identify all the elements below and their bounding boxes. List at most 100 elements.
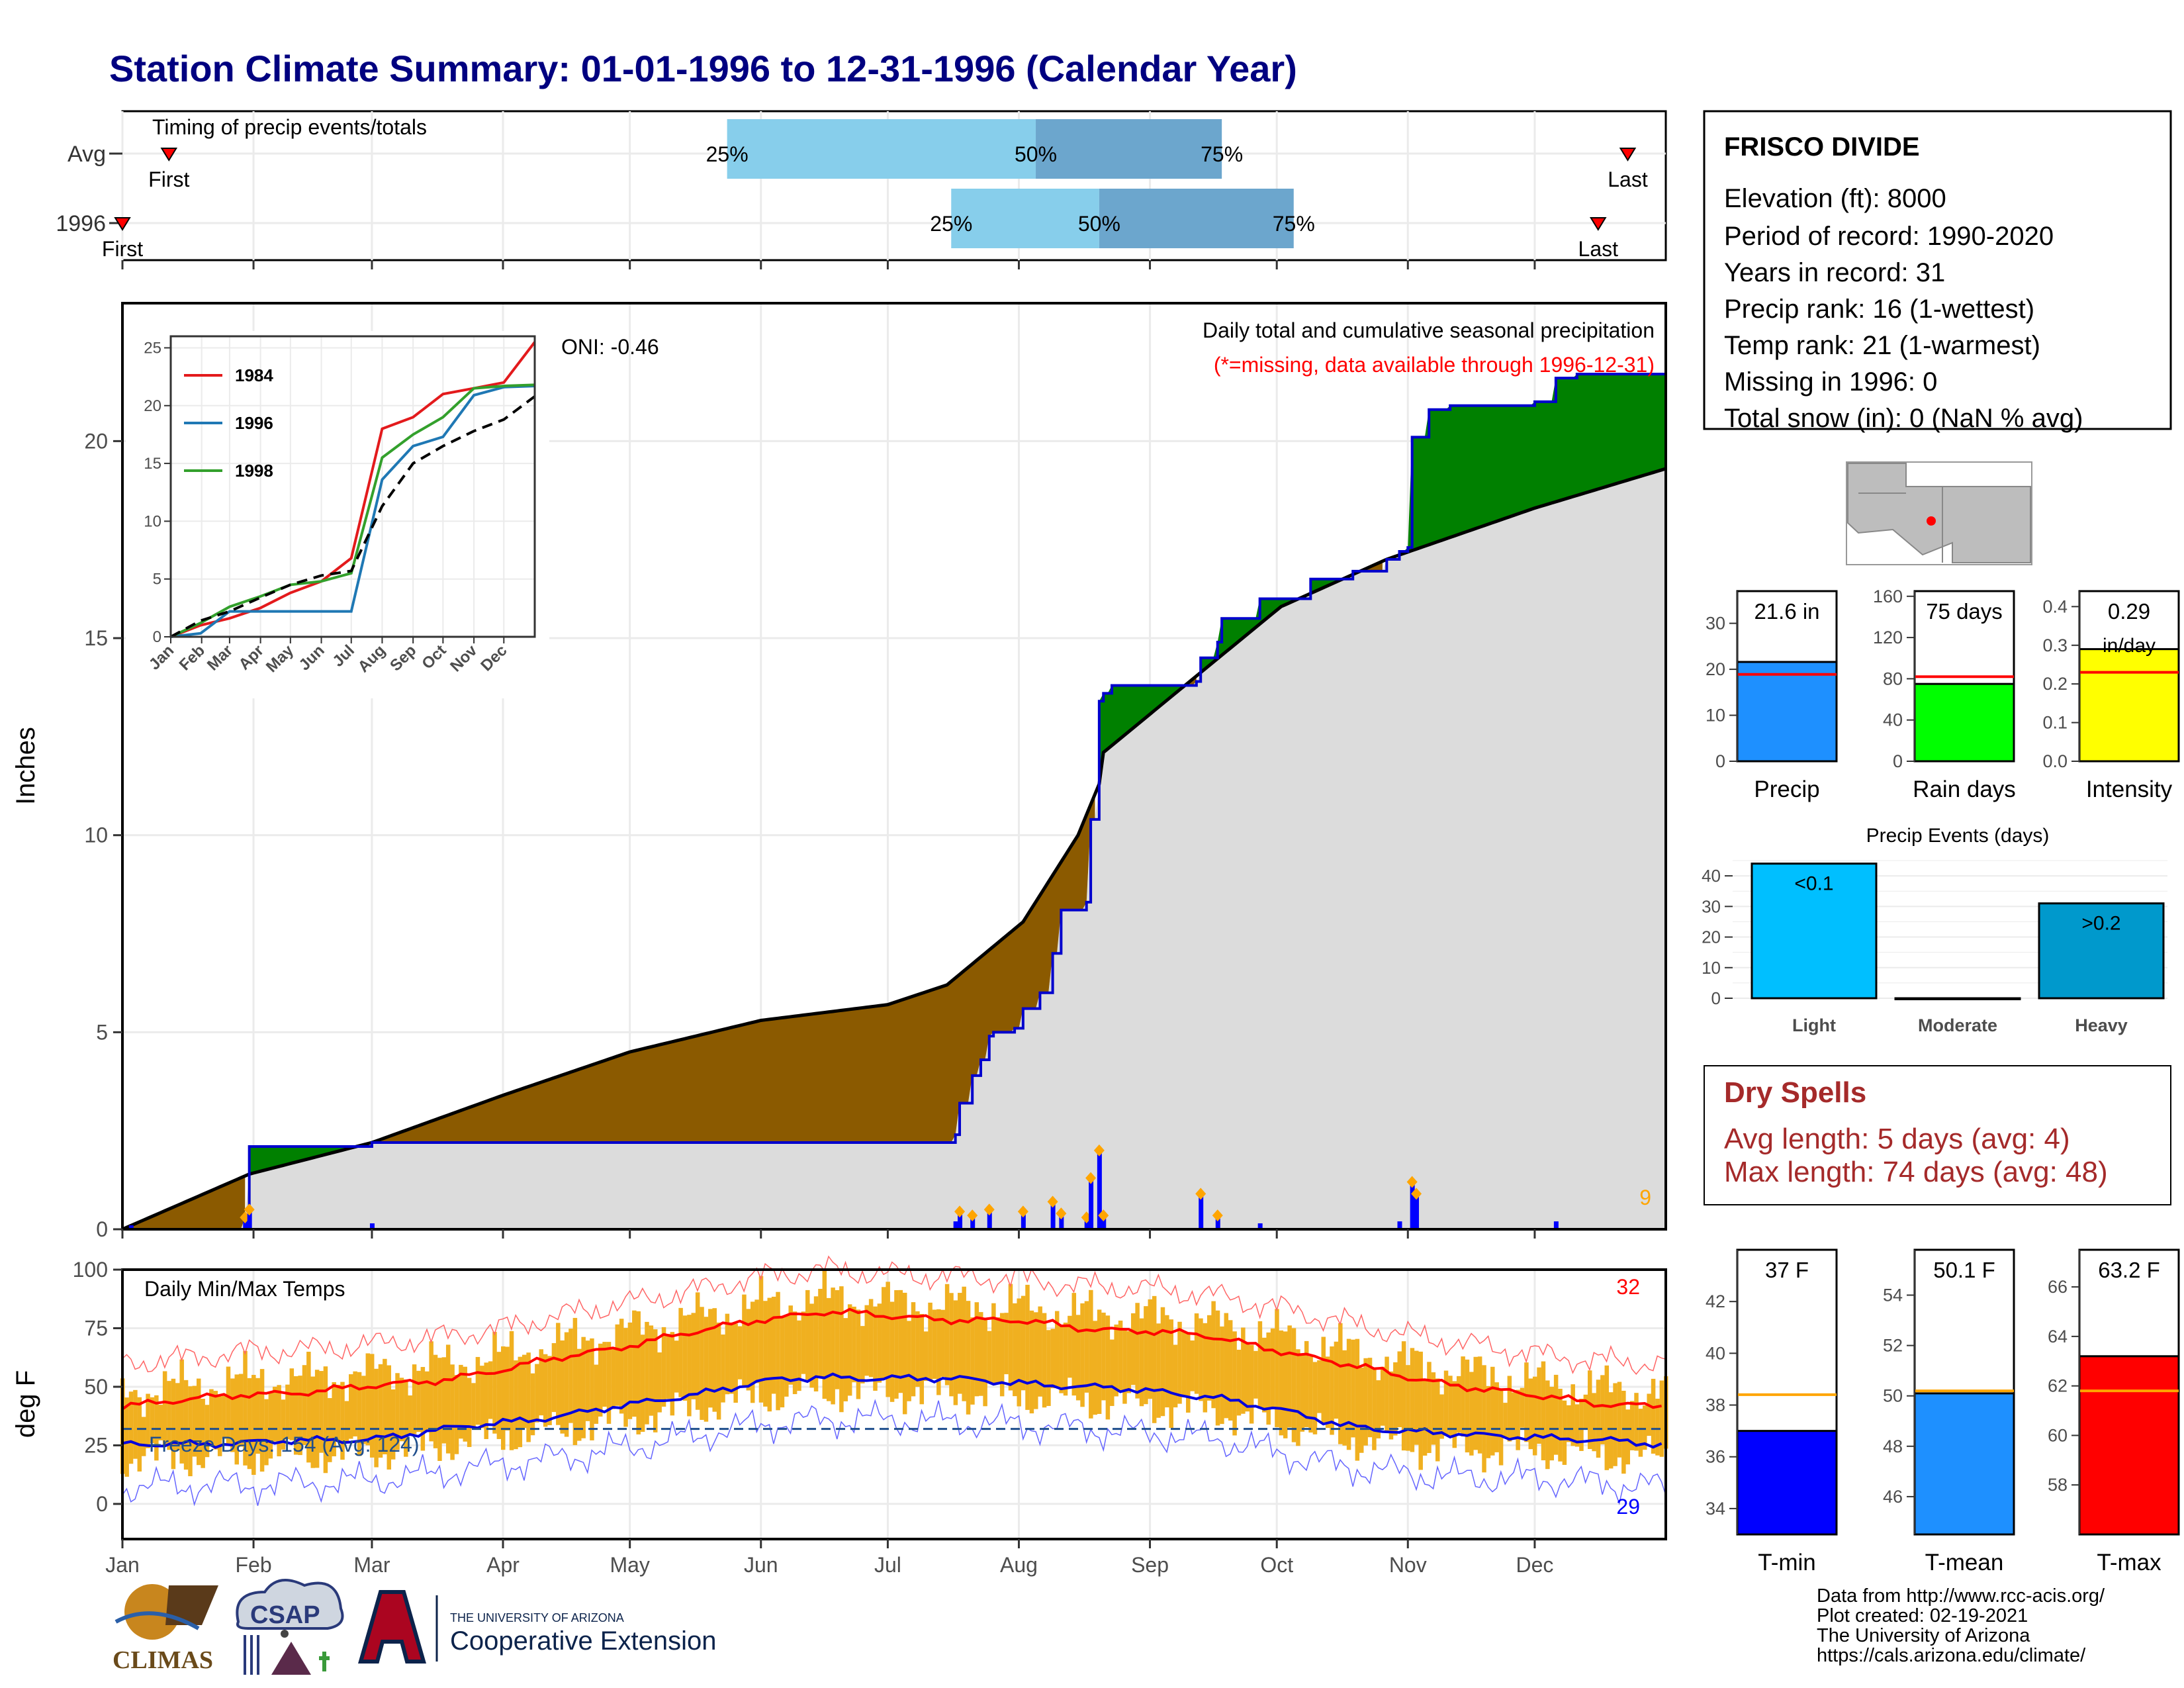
station-line: Elevation (ft): 8000 <box>1724 184 1946 213</box>
daily-temp-range-bar <box>999 1313 1005 1397</box>
inset-y-tick: 0 <box>153 628 161 646</box>
daily-temp-range-bar <box>700 1307 704 1420</box>
inset-y-tick: 25 <box>144 339 161 357</box>
surplus-area <box>1201 598 1298 673</box>
daily-temp-range-bar <box>1498 1389 1504 1466</box>
bar-tick-label: 52 <box>1883 1336 1903 1356</box>
legend-label: 1998 <box>235 461 273 481</box>
daily-temp-range-bar <box>281 1399 286 1450</box>
daily-temp-range-bar <box>809 1303 814 1388</box>
daily-temp-range-bar <box>137 1397 142 1472</box>
daily-temp-range-bar <box>150 1397 155 1444</box>
daily-temp-range-bar <box>1351 1339 1355 1438</box>
bar-tick-label: 0.1 <box>2042 713 2068 733</box>
daily-temp-range-bar <box>247 1378 252 1470</box>
daily-max-marker <box>244 1203 255 1216</box>
timing-row-label: 1996 <box>56 211 106 236</box>
daily-temp-range-bar <box>1008 1284 1013 1391</box>
station-line: Temp rank: 21 (1-warmest) <box>1724 331 2040 360</box>
daily-temp-range-bar <box>978 1312 983 1396</box>
daily-temp-range-bar <box>535 1364 539 1423</box>
daily-temp-range-bar <box>251 1374 256 1476</box>
station-location-dot <box>1927 516 1936 526</box>
daily-temp-range-bar <box>889 1301 895 1402</box>
cumulative-shading <box>122 469 1666 1229</box>
csap-logo: CSAP <box>236 1579 344 1675</box>
daily-temp-range-bar <box>932 1309 937 1380</box>
daily-temp-range-bar <box>514 1360 518 1450</box>
daily-temp-range-bar <box>1482 1365 1486 1473</box>
daily-temp-range-bar <box>1317 1360 1322 1413</box>
legend-label: 1984 <box>235 365 273 385</box>
events-tick-label: 20 <box>1702 927 1721 947</box>
daily-temp-range-bar <box>1376 1380 1381 1438</box>
bar-value-label: 75 days <box>1926 599 2003 624</box>
station-name: FRISCO DIVIDE <box>1724 132 1920 162</box>
daily-temp-range-bar <box>509 1331 514 1450</box>
bar-tick-label: 64 <box>2048 1327 2068 1346</box>
daily-temp-range-bar <box>1486 1385 1491 1458</box>
daily-temp-range-bar <box>1262 1337 1267 1413</box>
quartile-label: 75% <box>1201 142 1243 166</box>
daily-temp-range-bar <box>1220 1326 1224 1425</box>
record-high-line <box>122 1255 1666 1375</box>
daily-temp-range-bar <box>1203 1323 1208 1413</box>
daily-max-marker <box>1195 1188 1206 1200</box>
bar-tick-label: 62 <box>2048 1376 2068 1396</box>
bar-tick-label: 34 <box>1706 1499 1725 1519</box>
climas-logo-text: CLIMAS <box>113 1646 213 1674</box>
daily-temp-range-bar <box>1093 1321 1097 1415</box>
daily-temp-range-bar <box>987 1331 992 1383</box>
month-tick-label: Oct <box>1260 1553 1293 1577</box>
daily-max-marker <box>1017 1205 1028 1218</box>
month-tick-label: Mar <box>353 1553 390 1577</box>
daily-temp-range-bar <box>873 1306 878 1391</box>
bar-category-label: Precip <box>1754 776 1819 802</box>
daily-temp-range-bar <box>1206 1315 1212 1401</box>
daily-temp-range-bar <box>1283 1331 1288 1438</box>
daily-temp-range-bar <box>1545 1380 1550 1470</box>
daily-temp-range-bar <box>1050 1329 1056 1389</box>
daily-temp-range-bar <box>146 1393 150 1448</box>
temp-y-axis-label: deg F <box>11 1370 40 1438</box>
daily-temp-range-bar <box>843 1318 848 1401</box>
footer-line: https://cals.arizona.edu/climate/ <box>1817 1645 2086 1666</box>
daily-temp-range-bar <box>167 1381 171 1450</box>
daily-temp-range-bar <box>907 1321 911 1401</box>
daily-temp-range-bar <box>496 1352 502 1439</box>
daily-temp-range-bar <box>831 1288 835 1405</box>
daily-temp-range-bar <box>1224 1313 1229 1419</box>
daily-temp-range-bar <box>420 1367 426 1451</box>
daily-precip-bar <box>1410 1182 1415 1229</box>
quartile-label: 50% <box>1078 212 1120 236</box>
bar-tick-label: 42 <box>1706 1291 1725 1311</box>
daily-temp-range-bar <box>1042 1313 1047 1408</box>
daily-temp-range-bar <box>1126 1331 1132 1393</box>
daily-temp-range-bar <box>780 1317 785 1408</box>
average-max-line <box>121 1307 1662 1411</box>
daily-temp-range-bar <box>1355 1338 1360 1461</box>
daily-temp-range-bar <box>1372 1368 1377 1450</box>
daily-temp-range-bar <box>480 1366 484 1429</box>
daily-temp-range-bar <box>336 1384 341 1441</box>
event-bar <box>2038 902 2165 1000</box>
bar-tick-label: 66 <box>2048 1277 2068 1297</box>
daily-temp-range-bar <box>797 1320 801 1391</box>
daily-temp-range-bar <box>1456 1376 1461 1433</box>
daily-temp-range-bar <box>1435 1378 1440 1462</box>
bar-value-label: 0.29 <box>2108 599 2150 624</box>
bar-category-label: T-min <box>1758 1550 1816 1575</box>
daily-temp-range-bar <box>314 1370 320 1468</box>
month-tick-label: Aug <box>1000 1553 1038 1577</box>
daily-temp-range-bar <box>268 1391 273 1459</box>
daily-temp-range-bar <box>1236 1350 1242 1416</box>
daily-temp-range-bar <box>1034 1312 1038 1409</box>
daily-temp-range-bar <box>678 1307 683 1397</box>
daily-temp-range-bar <box>306 1351 311 1463</box>
daily-temp-range-bar <box>1608 1392 1614 1469</box>
daily-temp-range-bar <box>526 1352 531 1442</box>
summary-bar-charts: 0 10 20 30 21.6 in Precip 0 40 80 120 160 75 days Ra… <box>1706 586 2180 802</box>
daily-temp-range-bar <box>653 1329 658 1432</box>
dry-spells-title: Dry Spells <box>1724 1076 1866 1109</box>
station-line: Years in record: 31 <box>1724 258 1945 287</box>
